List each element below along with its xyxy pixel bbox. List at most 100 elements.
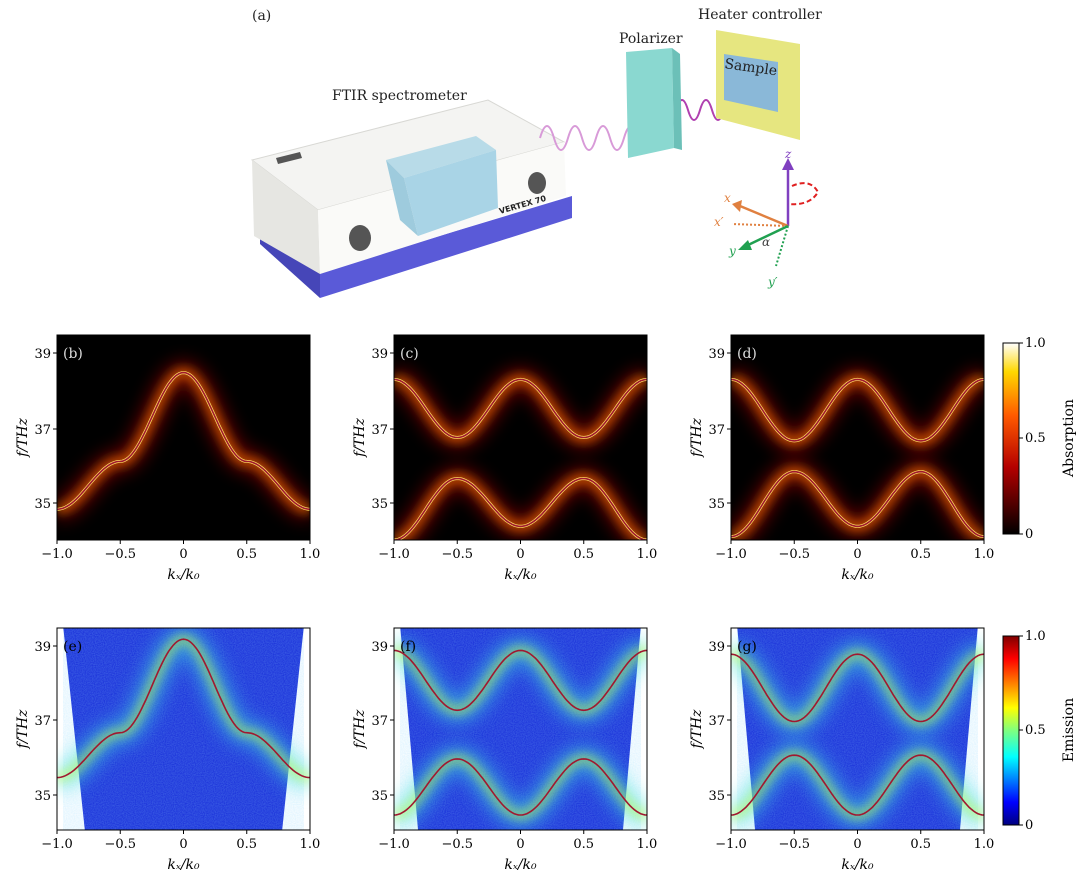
heater-controller: Heater controller Sample [698,7,822,140]
plot-panel-c: (c) −1.0 −0.5 0 0.5 1.0 39 37 35 kₓ/k₀ f/THz [352,334,658,583]
cb-em-tick-top: 1.0 [1025,629,1046,644]
x-tick-label: −0.5 [441,547,473,562]
cb-abs-tick-mid: 0.5 [1025,431,1046,446]
y-tick-label: 35 [371,789,388,804]
x-tick-label: 1.0 [300,547,321,562]
measured-noise [737,628,978,830]
y-axis-label: f/THz [15,417,31,457]
y-tick-label: 39 [34,640,51,655]
y-axis-label: f/THz [352,709,368,749]
heater-label: Heater controller [698,7,822,23]
band-fit-line-upper [394,649,647,712]
plot-area [731,628,984,830]
setup-illustration: (a) VERTEX 70 FTIR spectrometer Polarize… [250,7,822,298]
band-fit-line-lower [731,754,984,816]
x-tick-label: −1.0 [715,547,747,562]
y-tick-label: 39 [708,347,725,362]
plot-area [394,628,647,830]
y-axis-label: f/THz [689,417,705,457]
y-tick-label: 39 [371,640,388,655]
x-tick-label: 1.0 [637,547,658,562]
x-tick-label: −1.0 [715,837,747,852]
x-tick-label: 1.0 [974,547,995,562]
plot-panel-f: (f) −1.0 −0.5 0 0.5 1.0 39 37 35 kₓ/k₀ f/THz [352,627,657,873]
plot-panel-b: (b) −1.0 −0.5 0 0.5 1.0 39 37 35 kₓ/k₀ f/THz [15,334,321,583]
panel-label: (b) [63,346,83,362]
x-tick-label: 0.5 [910,837,931,852]
colorbar-absorption: 1.0 0.5 0 Absorption [1002,336,1077,542]
axis-z: z [784,147,792,161]
y-tick-label: 37 [34,714,51,729]
x-tick-label: −0.5 [441,837,473,852]
y-axis-label: f/THz [352,417,368,457]
band-fit-line-single [57,371,310,511]
band-fit-line-single [57,638,310,779]
x-tick-label: 0 [179,837,187,852]
x-tick-label: 0 [516,547,524,562]
x-tick-label: −1.0 [41,837,73,852]
ftir-label: FTIR spectrometer [332,88,467,104]
panel-label: (g) [737,639,757,655]
panel-label: (e) [63,639,82,655]
y-tick-label: 37 [371,714,388,729]
x-axis-label: kₓ/k₀ [504,567,537,583]
x-tick-label: 0.5 [573,837,594,852]
x-tick-label: 0 [516,837,524,852]
cb-em-tick-mid: 0.5 [1025,723,1046,738]
y-tick-label: 35 [708,789,725,804]
plot-area [57,628,310,830]
x-axis-label: kₓ/k₀ [167,567,200,583]
y-tick-label: 39 [708,640,725,655]
cb-abs-tick-bottom: 0 [1025,527,1033,542]
x-tick-label: 0.5 [910,547,931,562]
axis-x-prime: x′ [714,215,724,229]
polarizer: Polarizer [619,31,683,158]
x-tick-label: 0.5 [236,837,257,852]
y-tick-label: 35 [708,497,725,512]
x-tick-label: −1.0 [41,547,73,562]
x-tick-label: 0.5 [573,547,594,562]
cb-abs-label: Absorption [1061,399,1077,478]
plot-panel-e: (e) −1.0 −0.5 0 0.5 1.0 39 37 35 kₓ/k₀ f/THz [15,627,321,873]
watermark: 大数跨境 [12,854,120,875]
y-tick-label: 37 [708,714,725,729]
plot-area [731,335,984,540]
y-axis-label: f/THz [689,709,705,749]
x-tick-label: 0.5 [236,547,257,562]
colorbar-emission: 1.0 0.5 0 Emission [1002,629,1077,833]
x-tick-label: 1.0 [300,837,321,852]
angle-alpha: α [762,235,770,249]
band-fit-line-lower [731,470,984,538]
y-tick-label: 35 [34,789,51,804]
axis-y-prime: y′ [767,275,778,289]
band-fit-line-lower [394,758,647,816]
sample-label: Sample [723,56,778,79]
ftir-spectrometer: VERTEX 70 FTIR spectrometer [250,88,572,298]
x-axis-label: kₓ/k₀ [504,857,537,873]
plot-panel-d: (d) −1.0 −0.5 0 0.5 1.0 39 37 35 kₓ/k₀ f/THz [689,334,995,583]
axis-x: x [724,191,731,205]
cb-em-tick-bottom: 0 [1025,818,1033,833]
cb-abs-tick-top: 1.0 [1025,336,1046,351]
band-plots: (b) −1.0 −0.5 0 0.5 1.0 39 37 35 kₓ/k₀ f/THz (c) −1.… [15,334,995,873]
plot-area [57,335,310,540]
x-axis-label: kₓ/k₀ [841,567,874,583]
band-fit-line-upper [731,653,984,723]
x-tick-label: −0.5 [104,547,136,562]
band-fit-line-upper [731,378,984,442]
y-axis-label: f/THz [15,709,31,749]
plot-panel-g: (g) −1.0 −0.5 0 0.5 1.0 39 37 35 kₓ/k₀ f/THz [689,627,995,873]
x-axis-label: kₓ/k₀ [167,857,200,873]
panel-label: (c) [400,346,419,362]
measured-noise [400,628,641,830]
band-fit-line-lower [394,477,647,540]
panel-a-label: (a) [252,8,271,24]
panel-label: (d) [737,346,757,362]
y-tick-label: 35 [34,497,51,512]
x-tick-label: 1.0 [974,837,995,852]
x-tick-label: −0.5 [778,547,810,562]
watermark-text: 大数跨境 [52,854,120,875]
x-tick-label: 0 [853,837,861,852]
plot-area [394,335,647,540]
x-tick-label: −1.0 [378,547,410,562]
